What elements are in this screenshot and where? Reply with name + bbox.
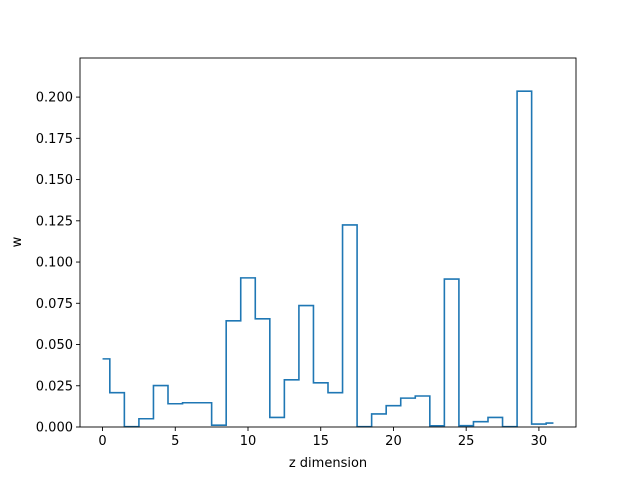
- y-axis-label: w: [10, 236, 25, 247]
- x-axis-ticks: 0 5 10 15 20 25 30: [98, 427, 547, 449]
- x-tick-label: 25: [458, 434, 475, 449]
- x-tick-label: 20: [385, 434, 402, 449]
- x-tick-label: 0: [98, 434, 106, 449]
- x-tick-label: 10: [240, 434, 257, 449]
- y-axis-ticks: 0.000 0.025 0.050 0.075 0.100 0.125 0.150 0.175…: [36, 91, 80, 436]
- y-tick-label: 0.050: [36, 338, 73, 353]
- plot-frame: [79, 57, 577, 428]
- y-tick-label: 0.075: [36, 297, 73, 312]
- y-tick-label: 0.125: [36, 214, 73, 229]
- x-tick-label: 15: [312, 434, 329, 449]
- x-axis-label: z dimension: [289, 456, 367, 471]
- y-tick-label: 0.100: [36, 256, 73, 271]
- y-tick-label: 0.150: [36, 173, 73, 188]
- y-tick-label: 0.025: [36, 379, 73, 394]
- y-tick-label: 0.175: [36, 132, 73, 147]
- x-tick-label: 30: [531, 434, 548, 449]
- y-tick-label: 0.200: [36, 91, 73, 106]
- x-tick-label: 5: [171, 434, 179, 449]
- y-tick-label: 0.000: [36, 421, 73, 436]
- series-line: [102, 90, 554, 428]
- plot-area: [80, 58, 576, 427]
